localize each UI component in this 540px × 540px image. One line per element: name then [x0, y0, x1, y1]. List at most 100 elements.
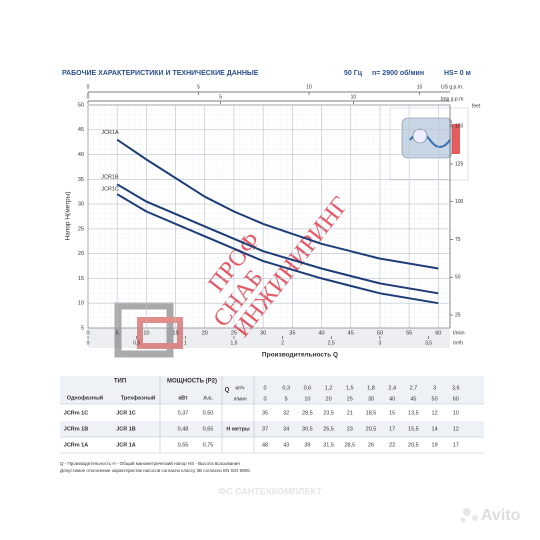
- table-cell: 15,5: [408, 426, 419, 432]
- y2-tick-label: 150: [455, 123, 464, 129]
- table-cell: 12: [432, 410, 438, 416]
- table-cell: 30: [368, 396, 374, 402]
- m3h-tick-label: 3,5: [425, 340, 432, 346]
- curve: [116, 138, 439, 270]
- y2-tick-label: 75: [455, 237, 461, 243]
- table-cell: 15: [389, 410, 395, 416]
- table-cell: 2,7: [410, 385, 418, 391]
- table-cell: 26: [368, 442, 374, 448]
- table-cell: 14: [432, 426, 438, 432]
- table-cell: 0,65: [203, 426, 214, 432]
- table-cell: 39: [304, 442, 310, 448]
- m3h-tick-label: 0,5: [133, 340, 140, 346]
- table-frame: [60, 376, 484, 454]
- table-cell: JCR 1B: [116, 426, 136, 432]
- table-unit: л/мин: [233, 396, 247, 402]
- curve: [116, 193, 439, 305]
- m3h-unit: m³/h: [453, 340, 463, 346]
- table-cell: 0,55: [178, 442, 189, 448]
- table-cell: 30,5: [302, 426, 313, 432]
- impgpm-unit: Imp g.p.m.: [441, 96, 465, 102]
- table-cell: JCRm 1B: [64, 426, 88, 432]
- y2-tick-label: 25: [455, 312, 461, 318]
- y2-tick-label: 50: [455, 275, 461, 281]
- m3h-tick-label: 1,5: [230, 340, 237, 346]
- table-cell: 0,50: [203, 410, 214, 416]
- y-tick-label: 10: [78, 301, 84, 307]
- table-header: МОЩНОСТЬ (P2): [167, 379, 217, 385]
- table-cell: 34: [283, 426, 289, 432]
- x-tick-label: 0: [86, 330, 89, 336]
- table-cell: 40: [389, 396, 395, 402]
- impgpm-tick-label: 10: [351, 94, 357, 100]
- m3h-tick-label: 2: [281, 340, 284, 346]
- table-cell: 0: [263, 396, 266, 402]
- table-subheader: кВт: [178, 395, 188, 401]
- table-cell: 5: [285, 396, 288, 402]
- usgpm-tick-label: 0: [87, 84, 90, 90]
- table-cell: 13,5: [408, 410, 419, 416]
- x-tick-label: 60: [435, 330, 441, 336]
- plot-background: [88, 105, 450, 328]
- x-tick-label: 5: [116, 330, 119, 336]
- table-cell: 20: [326, 396, 332, 402]
- y-tick-label: 30: [78, 202, 84, 208]
- table-cell: 0,48: [178, 426, 189, 432]
- table-unit: м³/ч: [235, 385, 244, 391]
- table-cell: 0,3: [282, 385, 290, 391]
- table-cell: 0,37: [178, 410, 189, 416]
- y-axis-label: Напор H(метры): [65, 191, 72, 240]
- curve-label: JCR1B: [101, 175, 119, 181]
- table-cell: 28,5: [344, 442, 355, 448]
- table-cell: JCR 1C: [116, 410, 136, 416]
- table-cell: 1,5: [346, 385, 354, 391]
- table-cell: 12: [453, 426, 459, 432]
- spec: n= 2900 об/мин: [372, 69, 424, 77]
- table-cell: 20,5: [408, 442, 419, 448]
- watermark: ФС САНТЕХКОМПЛЕКТ: [218, 486, 322, 496]
- x-tick-label: 30: [260, 330, 266, 336]
- m3h-tick-label: 3: [379, 340, 382, 346]
- avito-logo: [460, 508, 478, 523]
- table-cell: 17: [453, 442, 459, 448]
- table-cell: 19: [432, 442, 438, 448]
- table-cell: 1,2: [325, 385, 333, 391]
- x-unit: l/min: [453, 330, 465, 336]
- impgpm-tick-label: 0: [87, 94, 90, 100]
- x-tick-label: 40: [318, 330, 324, 336]
- m3h-tick-label: 2,5: [328, 340, 335, 346]
- x-tick-label: 45: [348, 330, 354, 336]
- y-tick-label: 5: [81, 325, 84, 331]
- table-cell: 23,5: [323, 410, 334, 416]
- y2-axis-label: feet: [472, 103, 481, 109]
- table-header: ТИП: [114, 379, 126, 385]
- table-cell: JCR 1A: [116, 442, 136, 448]
- curve-label: JCR1A: [101, 130, 119, 136]
- table-subheader: л.с.: [203, 395, 213, 401]
- y2-tick-label: 100: [455, 199, 464, 205]
- spec: HS= 0 м: [444, 70, 471, 77]
- m3h-tick-label: 1: [184, 340, 187, 346]
- table-cell: 0,6: [304, 385, 312, 391]
- watermark-logo: [114, 302, 183, 358]
- footnote: Q - Производительность H - Общий маномет…: [60, 460, 240, 466]
- table-cell: 10: [304, 396, 310, 402]
- usgpm-tick-label: 5: [197, 84, 200, 90]
- usgpm-unit: US g.p.m.: [441, 84, 463, 90]
- footnote: Допустимое отклонение характеристик насо…: [60, 468, 251, 473]
- table-cell: 0,75: [203, 442, 214, 448]
- table-cell: 60: [453, 396, 459, 402]
- table-cell: 31,5: [323, 442, 334, 448]
- table-cell: 28,5: [302, 410, 313, 416]
- table-cell: 48: [262, 442, 268, 448]
- y-tick-label: 15: [78, 276, 84, 282]
- x-tick-label: 55: [406, 330, 412, 336]
- curve: [116, 183, 439, 295]
- m3h-tick-label: 0: [87, 340, 90, 346]
- table-cell: 18,5: [366, 410, 377, 416]
- table-cell: 17: [389, 426, 395, 432]
- table-cell: JCRm 1C: [64, 410, 88, 416]
- table-cell: 25,5: [323, 426, 334, 432]
- x-tick-label: 20: [202, 330, 208, 336]
